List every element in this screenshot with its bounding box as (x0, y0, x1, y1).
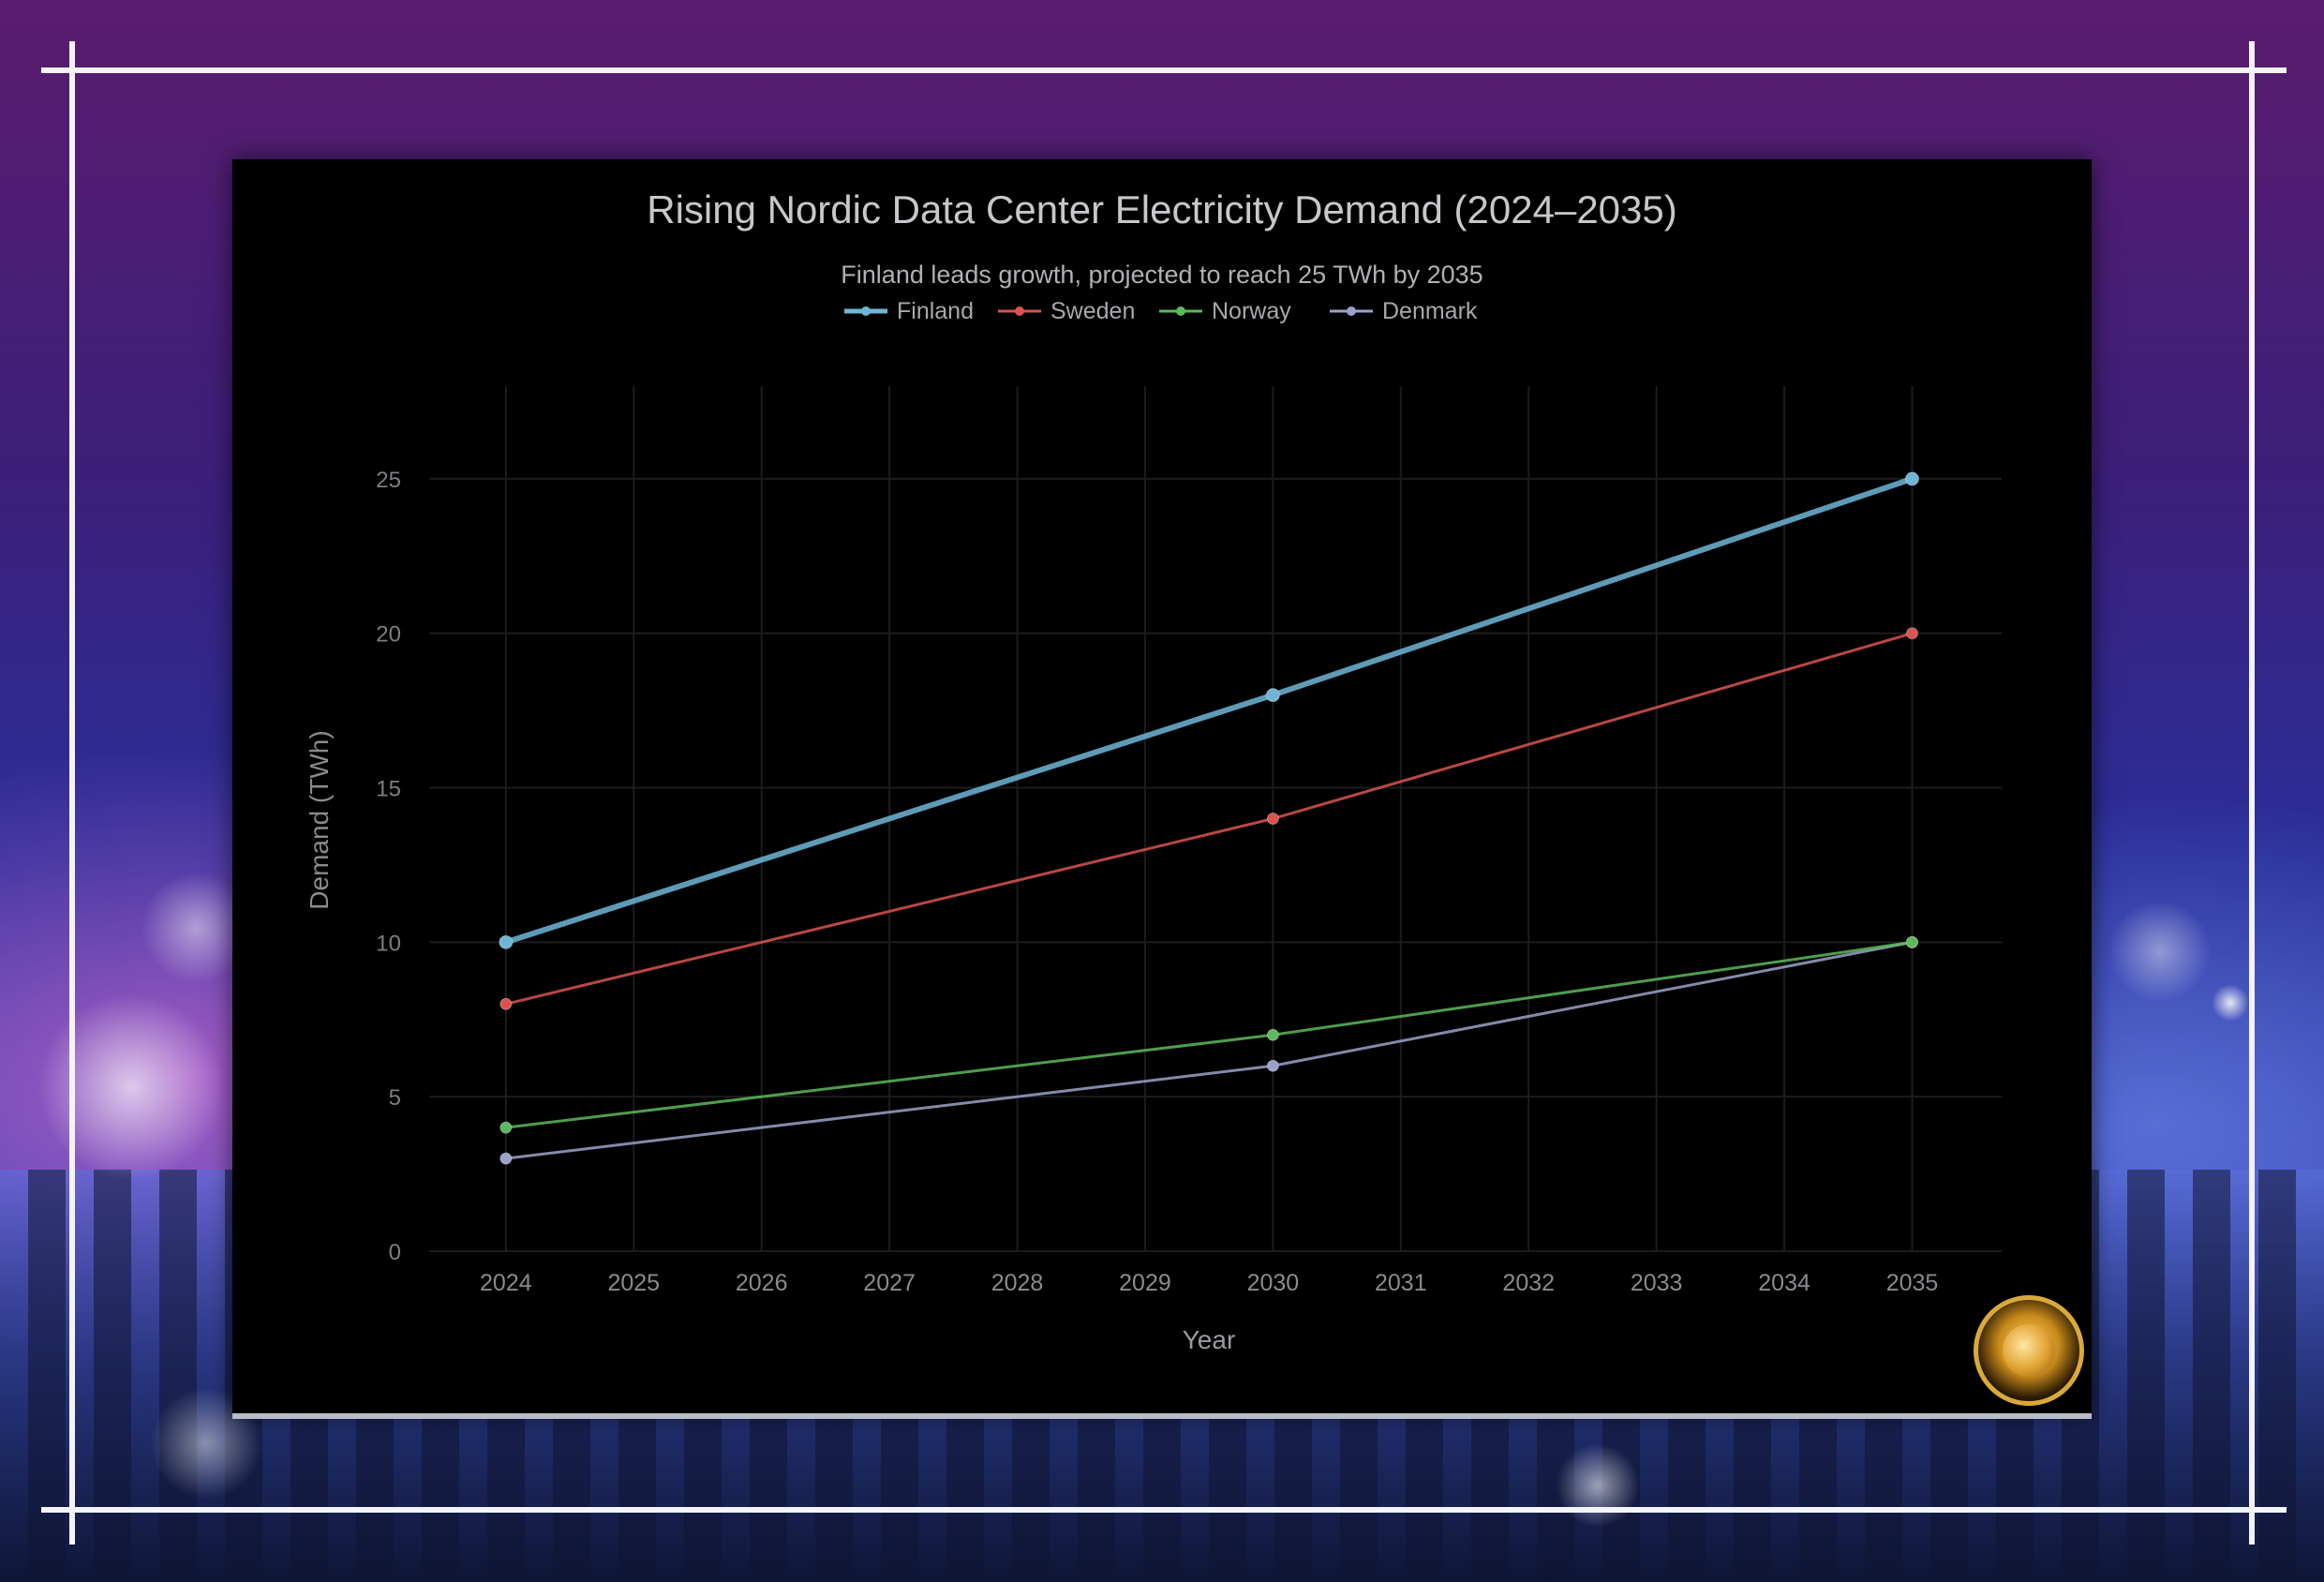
legend-marker (861, 306, 871, 316)
chart-subtitle: Finland leads growth, projected to reach… (841, 261, 1482, 289)
y-tick-label: 20 (376, 622, 401, 648)
y-tick-label: 10 (376, 931, 401, 956)
bokeh-light (37, 993, 225, 1181)
y-tick-label: 25 (376, 468, 401, 493)
series-line-denmark (505, 940, 1913, 1160)
x-tick-label: 2035 (1886, 1270, 1939, 1296)
legend-item-finland[interactable]: Finland (844, 298, 974, 324)
globe-icon (2003, 1324, 2055, 1377)
frame-left-line (69, 41, 75, 1545)
legend-marker (1015, 306, 1024, 316)
panel-bottom-edge (232, 1413, 2092, 1419)
y-tick-label: 5 (389, 1085, 401, 1111)
grid (429, 386, 2002, 1252)
y-axis-ticks: 0 5 10 15 20 25 (376, 468, 401, 1265)
legend-item-sweden[interactable]: Sweden (998, 298, 1135, 324)
frame-top-line (41, 67, 2287, 73)
data-point-finland[interactable] (1265, 688, 1280, 703)
data-point-sweden[interactable] (1906, 627, 1919, 640)
x-tick-label: 2026 (736, 1270, 788, 1296)
y-tick-label: 15 (376, 777, 401, 802)
data-point-sweden[interactable] (1266, 813, 1279, 825)
data-point-denmark[interactable] (499, 1152, 513, 1165)
series-line-norway (505, 940, 1913, 1129)
x-tick-label: 2033 (1631, 1270, 1683, 1296)
legend-item-denmark[interactable]: Denmark (1330, 298, 1478, 324)
chart-title: Rising Nordic Data Center Electricity De… (647, 187, 1677, 231)
data-point-norway[interactable] (1906, 935, 1919, 948)
series-line-finland (504, 476, 1914, 946)
x-axis-ticks: 2024 2025 2026 2027 2028 2029 2030 2031 2032 2033… (480, 1270, 1938, 1296)
series-lines (499, 471, 1920, 1165)
frame-bottom-line (41, 1507, 2287, 1513)
x-tick-label: 2031 (1375, 1270, 1427, 1296)
x-tick-label: 2025 (607, 1270, 660, 1296)
x-tick-label: 2030 (1247, 1270, 1300, 1296)
x-tick-label: 2034 (1758, 1270, 1810, 1296)
x-tick-label: 2029 (1119, 1270, 1171, 1296)
chart-panel: Rising Nordic Data Center Electricity De… (232, 159, 2092, 1413)
x-tick-label: 2027 (863, 1270, 916, 1296)
series-line-sweden (505, 632, 1913, 1006)
gold-emblem-logo (1974, 1295, 2084, 1406)
legend-marker (1347, 306, 1356, 316)
legend-label: Norway (1212, 298, 1291, 324)
frame-right-line (2249, 41, 2255, 1545)
x-tick-label: 2028 (991, 1270, 1044, 1296)
legend-label: Denmark (1382, 298, 1478, 324)
legend-label: Sweden (1050, 298, 1135, 324)
legend-item-norway[interactable]: Norway (1159, 298, 1291, 324)
data-point-finland[interactable] (499, 934, 514, 949)
bokeh-light (2108, 900, 2212, 1003)
bokeh-light (1556, 1443, 1640, 1528)
legend-marker (1176, 306, 1185, 316)
data-point-sweden[interactable] (499, 997, 513, 1010)
data-point-norway[interactable] (499, 1121, 513, 1134)
y-tick-label: 0 (389, 1240, 401, 1265)
x-axis-label: Year (1183, 1325, 1236, 1354)
data-point-finland[interactable] (1905, 471, 1920, 486)
data-point-denmark[interactable] (1266, 1059, 1279, 1072)
legend-label: Finland (897, 298, 974, 324)
line-chart: Rising Nordic Data Center Electricity De… (305, 187, 2002, 1354)
legend: Finland Sweden Norway Denmark (844, 298, 1478, 324)
x-tick-label: 2032 (1502, 1270, 1555, 1296)
y-axis-label: Demand (TWh) (305, 730, 334, 909)
data-point-norway[interactable] (1266, 1028, 1279, 1041)
x-tick-label: 2024 (480, 1270, 532, 1296)
bokeh-light (2212, 984, 2249, 1022)
